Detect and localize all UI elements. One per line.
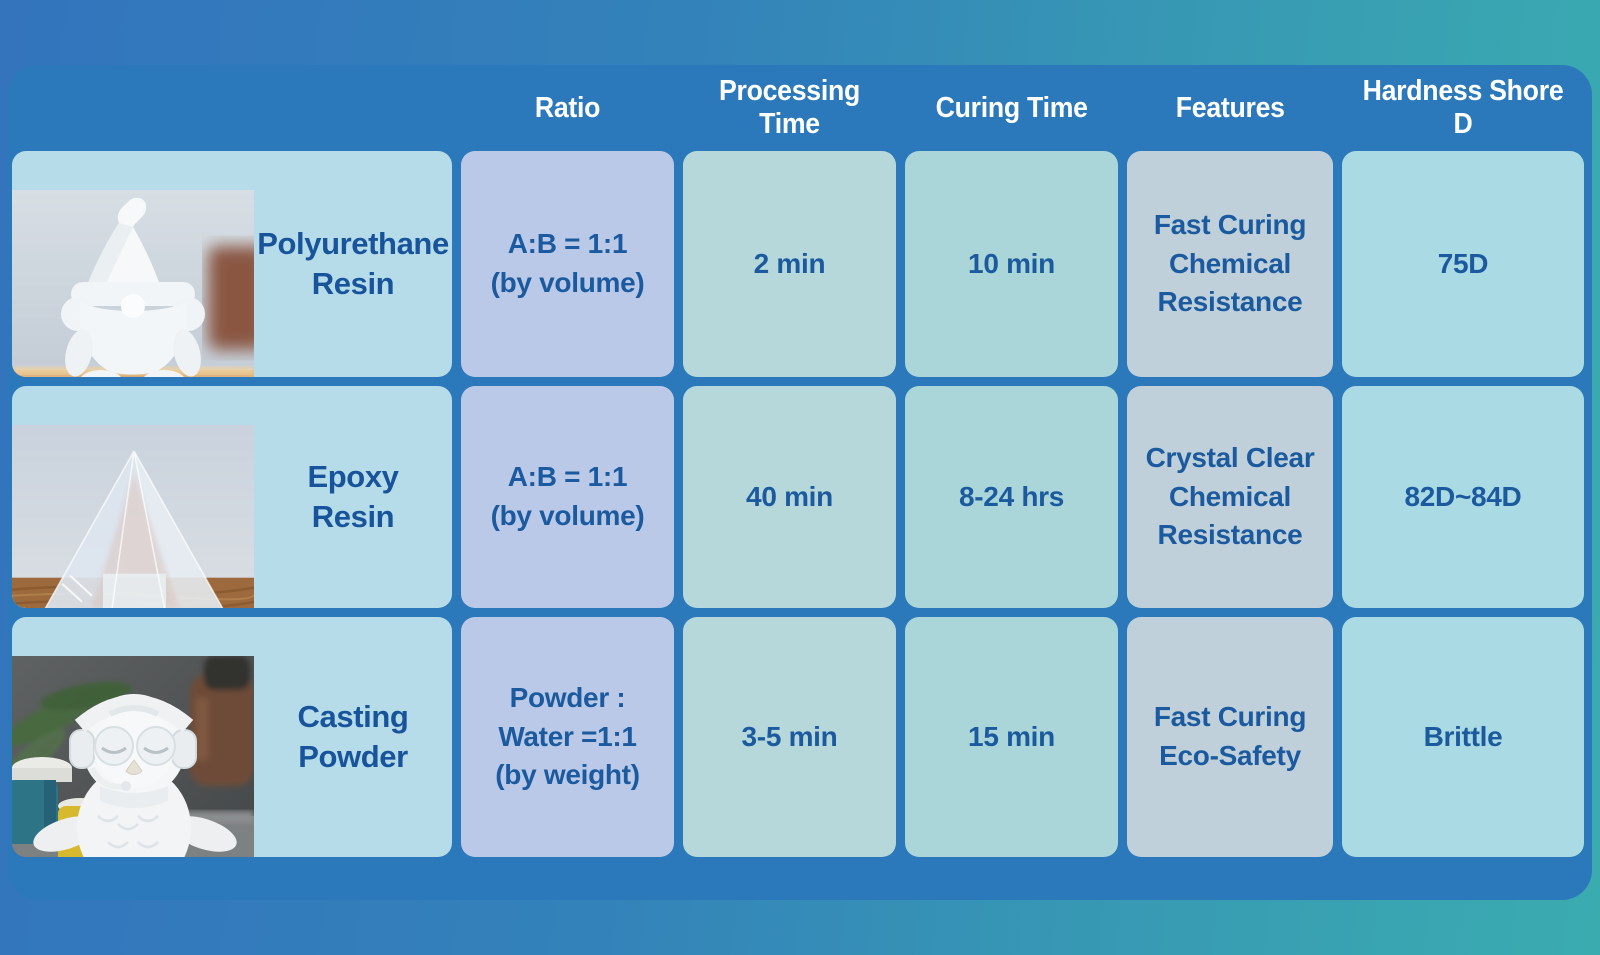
table-body: Polyurethane Resin A:B = 1:1 (by volume)…: [8, 151, 1592, 857]
table-row-polyurethane-product-cell: Polyurethane Resin: [12, 151, 452, 377]
processing-time-cell: 3-5 min: [683, 617, 896, 857]
comparison-table-panel: Ratio Processing Time Curing Time Featur…: [8, 65, 1592, 900]
column-header-features: Features: [1127, 92, 1333, 125]
hardness-cell: 75D: [1342, 151, 1584, 377]
features-cell: Crystal Clear Chemical Resistance: [1127, 386, 1333, 608]
column-header-curing-time: Curing Time: [905, 92, 1118, 125]
curing-time-cell: 8-24 hrs: [905, 386, 1118, 608]
hardness-cell: Brittle: [1342, 617, 1584, 857]
processing-time-cell: 2 min: [683, 151, 896, 377]
column-header-hardness-label: Hardness Shore D: [1362, 75, 1564, 140]
owl-figurine-photo: [12, 617, 254, 857]
column-header-ratio: Ratio: [461, 92, 674, 125]
ratio-cell: A:B = 1:1 (by volume): [461, 151, 674, 377]
column-header-curing-time-label: Curing Time: [935, 91, 1088, 124]
crystal-pyramid-photo: [12, 386, 254, 608]
column-header-processing-time-label: Processing Time: [718, 75, 861, 140]
product-name: Epoxy Resin: [307, 458, 399, 534]
column-header-features-label: Features: [1175, 91, 1285, 124]
column-header-ratio-label: Ratio: [534, 91, 601, 124]
processing-time-cell: 40 min: [683, 386, 896, 608]
product-name: Casting Powder: [297, 698, 409, 774]
ratio-cell: Powder : Water =1:1 (by weight): [461, 617, 674, 857]
hardness-cell: 82D~84D: [1342, 386, 1584, 608]
product-name: Polyurethane Resin: [257, 225, 449, 301]
gnome-figurine-photo: [12, 151, 254, 377]
curing-time-cell: 10 min: [905, 151, 1118, 377]
column-header-hardness: Hardness Shore D: [1342, 75, 1584, 141]
column-header-processing-time: Processing Time: [683, 75, 896, 141]
features-cell: Fast Curing Chemical Resistance: [1127, 151, 1333, 377]
ratio-cell: A:B = 1:1 (by volume): [461, 386, 674, 608]
table-header-row: Ratio Processing Time Curing Time Featur…: [8, 65, 1592, 151]
table-row-epoxy-product-cell: Epoxy Resin: [12, 386, 452, 608]
curing-time-cell: 15 min: [905, 617, 1118, 857]
table-row-casting-powder-product-cell: Casting Powder: [12, 617, 452, 857]
features-cell: Fast Curing Eco-Safety: [1127, 617, 1333, 857]
